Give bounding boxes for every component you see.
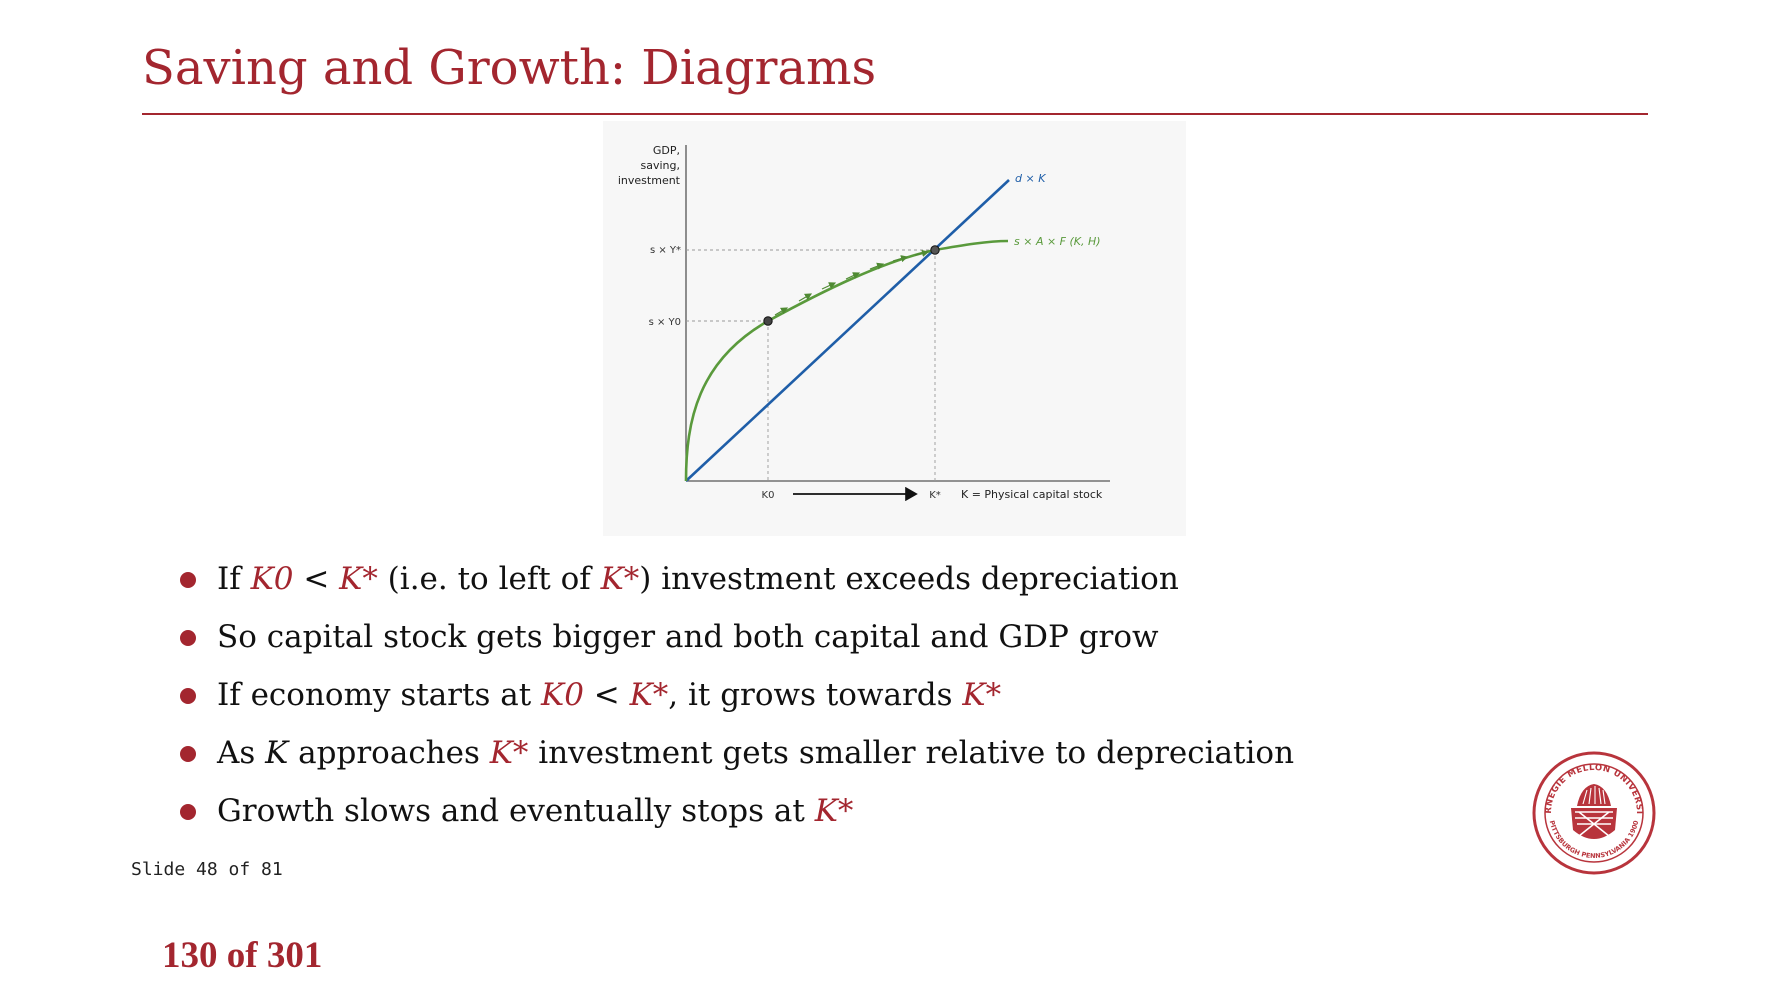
curve-arrow: [845, 272, 861, 280]
y-axis-label-2: saving,: [641, 159, 681, 172]
curve-arrow: [798, 293, 813, 302]
depreciation-line: [685, 179, 1010, 482]
bullet-dot: [180, 804, 196, 820]
y-tick-star: s × Y*: [650, 245, 681, 256]
saving-curve-label: s × A × F (K, H): [1014, 235, 1101, 248]
title-divider: [142, 113, 1648, 115]
university-seal-logo: CARNEGIE MELLON UNIVERSITY PITTSBURGH PE…: [1527, 743, 1657, 876]
bullet-item: If economy starts at K0 < K*, it grows t…: [175, 670, 1294, 728]
bullet-dot: [180, 688, 196, 704]
bullet-dot: [180, 746, 196, 762]
diagram-svg: GDP, saving, investment d × K s × A × F …: [618, 144, 1110, 502]
curve-arrow: [914, 249, 930, 257]
x-tick-zero: K0: [762, 490, 775, 501]
bullet-dot: [180, 572, 196, 588]
point-kstar: [930, 245, 940, 255]
curve-arrow: [869, 262, 885, 270]
bullet-item: Growth slows and eventually stops at K*: [175, 786, 1294, 844]
bullet-item: If K0 < K* (i.e. to left of K*) investme…: [175, 554, 1294, 612]
y-axis-label-3: investment: [618, 174, 681, 187]
y-axis-label-1: GDP,: [653, 144, 680, 157]
curve-arrow: [892, 255, 909, 263]
page-counter: 130 of 301: [162, 935, 323, 976]
bullet-item: So capital stock gets bigger and both ca…: [175, 612, 1294, 670]
y-tick-zero: s × Y0: [649, 317, 681, 328]
curve-arrow: [774, 307, 789, 316]
bullet-item: As K approaches K* investment gets small…: [175, 728, 1294, 786]
slide-counter: Slide 48 of 81: [131, 859, 283, 880]
point-k0: [763, 316, 773, 326]
solow-diagram: GDP, saving, investment d × K s × A × F …: [603, 121, 1186, 536]
bullet-list: If K0 < K* (i.e. to left of K*) investme…: [175, 554, 1294, 844]
slide-title: Saving and Growth: Diagrams: [142, 40, 877, 96]
x-axis-label: K = Physical capital stock: [961, 488, 1103, 501]
curve-arrow: [821, 282, 837, 290]
bullet-dot: [180, 630, 196, 646]
depreciation-line-label: d × K: [1015, 172, 1046, 185]
saving-curve: [684, 239, 1009, 482]
x-tick-star: K*: [929, 490, 941, 501]
